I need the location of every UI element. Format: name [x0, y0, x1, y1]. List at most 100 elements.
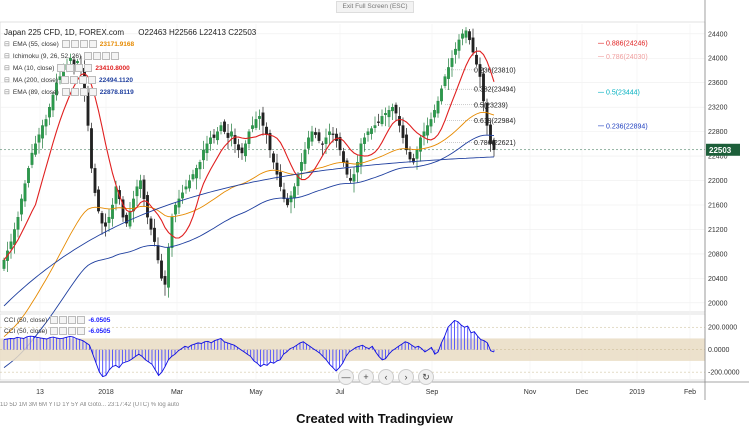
candle-body [100, 213, 104, 224]
collapse-icon[interactable]: ⊟ [4, 65, 10, 72]
zoom-out-button[interactable]: — [338, 369, 354, 385]
candle-body [219, 125, 223, 132]
indicator-value: 23410.8000 [95, 64, 130, 72]
ema-55-line [3, 111, 495, 338]
cci-legend-row[interactable]: CCI (50, close) -6.0505 [4, 327, 110, 335]
candle-body [307, 137, 310, 149]
x-tick-label: Sep [426, 389, 439, 396]
candle-body [163, 276, 167, 285]
candle-body [377, 121, 380, 123]
candle-body [23, 183, 27, 202]
candle-body [408, 152, 412, 160]
candle-body [265, 126, 268, 135]
ohlc-open: O22463 [138, 28, 167, 37]
indicator-buttons[interactable] [50, 327, 86, 335]
scroll-right-button[interactable]: › [398, 369, 414, 385]
candle-body [16, 217, 20, 230]
candle-body [359, 143, 363, 166]
candle-body [342, 151, 345, 163]
collapse-icon[interactable]: ⊟ [4, 89, 10, 96]
candle-body [324, 137, 328, 144]
candle-body [27, 168, 30, 184]
candle-body [195, 168, 198, 179]
bottom-toolbar[interactable]: 1D 5D 1M 3M 6M YTD 1Y 5Y All Goto... 23:… [0, 402, 180, 408]
x-tick-label: 2018 [98, 389, 114, 396]
cci-tick-label: 200.0000 [708, 325, 737, 332]
indicator-legend-row[interactable]: ⊟ EMA (55, close) 23171.9168 [4, 40, 134, 48]
candle-body [198, 162, 202, 170]
candle-body [317, 132, 321, 141]
candle-body [384, 113, 387, 116]
indicator-name: EMA (55, close) [12, 40, 59, 48]
candle-body [366, 131, 370, 135]
x-tick-label: 2019 [629, 389, 645, 396]
indicator-legend-row[interactable]: ⊟ MA (10, close) 23410.8000 [4, 64, 130, 72]
x-tick-label: Jul [336, 389, 345, 396]
candle-body [338, 136, 342, 151]
scroll-left-button[interactable]: ‹ [378, 369, 394, 385]
fib-ext-label: 0.886(24246) [606, 41, 648, 48]
indicator-buttons[interactable] [61, 40, 97, 48]
candle-body [233, 135, 237, 144]
candle-body [48, 107, 51, 118]
candle-body [426, 125, 429, 136]
indicator-buttons[interactable] [57, 64, 93, 72]
last-price-tag [706, 143, 740, 156]
candle-body [149, 218, 153, 230]
candle-body [300, 162, 303, 171]
candle-body [471, 37, 475, 53]
candle-body [415, 149, 419, 159]
y-tick-label: 22400 [708, 154, 728, 161]
candle-body [76, 61, 79, 64]
candle-body [447, 67, 450, 79]
candle-body [331, 133, 335, 135]
indicator-name: Ichimoku (9, 26, 52, 26) [12, 52, 82, 60]
fib-level-label: 0.618(22984) [474, 118, 516, 125]
indicator-buttons[interactable] [50, 316, 86, 324]
candle-body [216, 131, 219, 141]
zoom-in-button[interactable]: + [358, 369, 374, 385]
candle-body [13, 229, 16, 245]
indicator-value: 23171.9168 [99, 40, 135, 48]
indicator-value: -6.0505 [88, 316, 111, 324]
indicator-buttons[interactable] [84, 52, 120, 60]
candle-body [401, 125, 405, 138]
candle-body [391, 107, 394, 112]
ema-89-line [3, 134, 495, 368]
y-tick-label: 22000 [708, 178, 728, 185]
candle-body [86, 92, 90, 126]
collapse-icon[interactable]: ⊟ [4, 53, 10, 60]
indicator-buttons[interactable] [61, 88, 97, 96]
cci-legend-row[interactable]: CCI (50, close) -6.0505 [4, 316, 110, 324]
indicator-name: CCI (50, close) [4, 316, 48, 324]
candle-body [240, 147, 244, 154]
y-tick-label: 24400 [708, 31, 728, 38]
cci-tick-label: -200.0000 [708, 370, 740, 377]
candle-body [293, 186, 296, 199]
candle-body [125, 214, 128, 224]
candle-body [440, 88, 443, 102]
reset-button[interactable]: ↻ [418, 369, 434, 385]
x-tick-label: Mar [171, 389, 184, 396]
indicator-legend-row[interactable]: ⊟ MA (200, close) 22494.1120 [4, 76, 133, 84]
candle-body [128, 210, 132, 227]
candle-body [237, 144, 240, 151]
exit-fullscreen-button[interactable]: Exit Full Screen (ESC) [336, 1, 414, 13]
candle-body [139, 180, 142, 190]
candle-body [41, 125, 44, 139]
candle-body [289, 195, 293, 203]
candle-body [429, 119, 433, 127]
indicator-legend-row[interactable]: ⊟ EMA (89, close) 22878.8119 [4, 88, 134, 96]
collapse-icon[interactable]: ⊟ [4, 77, 10, 84]
collapse-icon[interactable]: ⊟ [4, 41, 10, 48]
indicator-legend-row[interactable]: ⊟ Ichimoku (9, 26, 52, 26) [4, 52, 122, 60]
candle-body [30, 152, 34, 165]
candle-body [387, 110, 391, 118]
indicator-value: -6.0505 [88, 327, 111, 335]
y-tick-label: 22800 [708, 129, 728, 136]
candle-body [478, 64, 482, 77]
indicator-buttons[interactable] [61, 76, 97, 84]
indicator-name: CCI (50, close) [4, 327, 48, 335]
moving-averages [3, 50, 495, 368]
